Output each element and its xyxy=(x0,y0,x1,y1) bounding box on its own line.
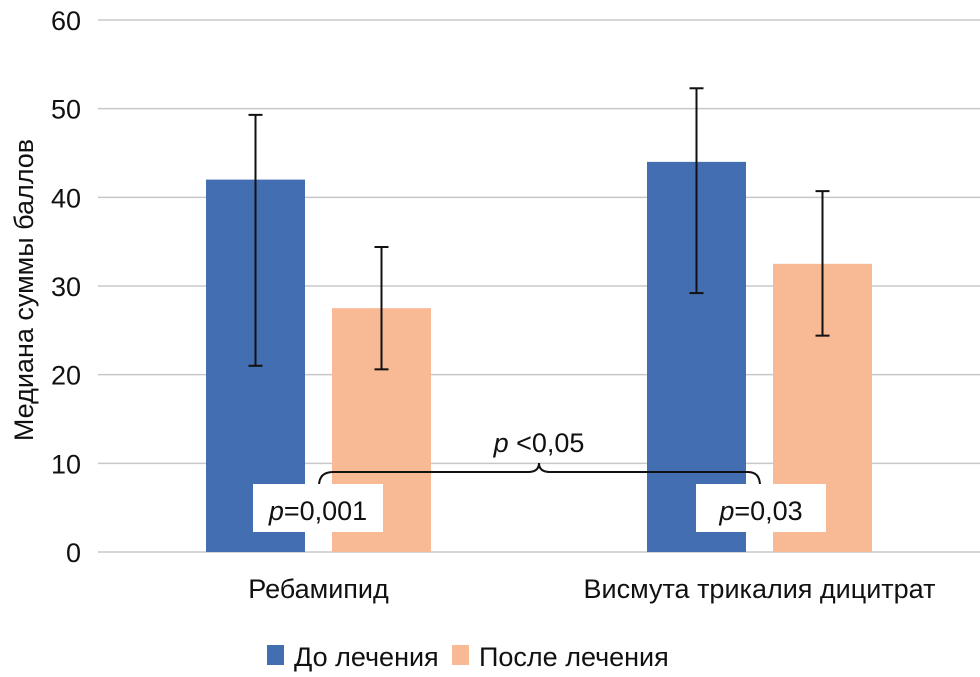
error-bars xyxy=(248,87,830,371)
x-axis-categories: Ребамипид Висмута трикалия дицитрат xyxy=(248,574,935,604)
p-italic: p xyxy=(268,496,284,526)
p-italic: p xyxy=(718,496,734,526)
y-tick-label: 50 xyxy=(51,95,81,125)
x-category-label: Висмута трикалия дицитрат xyxy=(584,574,936,604)
legend-label-before: До лечения xyxy=(294,642,439,672)
y-tick-label: 10 xyxy=(51,449,81,479)
y-tick-label: 60 xyxy=(51,6,81,36)
legend-swatch-after xyxy=(452,645,469,665)
significance-brace xyxy=(318,462,761,487)
y-axis-ticks: 0 10 20 30 40 50 60 xyxy=(51,6,81,568)
p-italic: p xyxy=(493,428,509,458)
p-value-text: =0,03 xyxy=(734,496,802,526)
y-tick-label: 40 xyxy=(51,183,81,213)
p-value-text: <0,05 xyxy=(509,428,585,458)
y-axis-label: Медиана суммы баллов xyxy=(9,139,39,441)
legend: До лечения После лечения xyxy=(267,642,669,672)
y-tick-label: 0 xyxy=(66,538,81,568)
y-tick-label: 20 xyxy=(51,361,81,391)
p-box-rebamipid xyxy=(253,484,383,532)
x-category-label: Ребамипид xyxy=(248,574,389,604)
legend-swatch-before xyxy=(267,645,284,665)
p-box-bismuth xyxy=(696,484,826,532)
y-tick-label: 30 xyxy=(51,272,81,302)
p-value-rebamipid: p=0,001 xyxy=(268,496,367,526)
between-group-p-value: p <0,05 xyxy=(493,428,585,458)
legend-label-after: После лечения xyxy=(479,642,669,672)
p-value-text: =0,001 xyxy=(284,496,367,526)
p-value-bismuth: p=0,03 xyxy=(718,496,802,526)
